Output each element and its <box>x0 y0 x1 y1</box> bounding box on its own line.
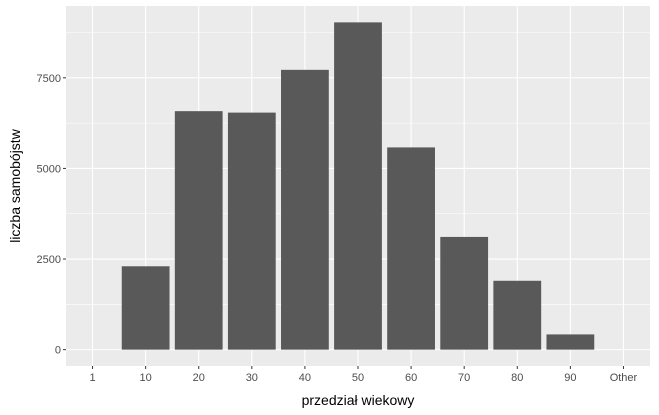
bar-10 <box>121 266 170 350</box>
x-tick-label: 70 <box>458 372 470 384</box>
bar-60 <box>387 147 435 350</box>
bar-20 <box>174 111 223 350</box>
bar-50 <box>334 22 382 350</box>
y-tick-label: 7500 <box>37 73 61 85</box>
bar-30 <box>227 112 276 350</box>
x-tick-label: 10 <box>140 372 152 384</box>
x-tick-label: 50 <box>352 372 364 384</box>
y-tick-label: 2500 <box>37 254 61 266</box>
x-tick-label: 20 <box>193 372 205 384</box>
y-tick-label: 5000 <box>37 163 61 175</box>
x-tick-label: 40 <box>299 372 311 384</box>
x-tick-label: 90 <box>564 372 576 384</box>
x-tick-label: 80 <box>511 372 523 384</box>
x-tick-label: Other <box>610 372 638 384</box>
x-tick-label: 30 <box>246 372 258 384</box>
bar-80 <box>493 280 542 350</box>
bars <box>121 22 595 350</box>
bar-70 <box>440 236 489 350</box>
y-tick-label: 0 <box>55 345 61 357</box>
bar-90 <box>546 334 595 350</box>
y-axis-ticks: 0 2500 5000 7500 <box>37 73 66 357</box>
x-tick-label: 1 <box>89 372 95 384</box>
x-tick-label: 60 <box>405 372 417 384</box>
x-axis-title: przedział wiekowy <box>302 392 415 408</box>
bar-40 <box>281 69 329 350</box>
y-axis-title: liczba samobójstw <box>7 128 23 242</box>
x-axis-ticks: 1 10 20 30 40 50 60 70 80 90 Other <box>89 366 638 384</box>
